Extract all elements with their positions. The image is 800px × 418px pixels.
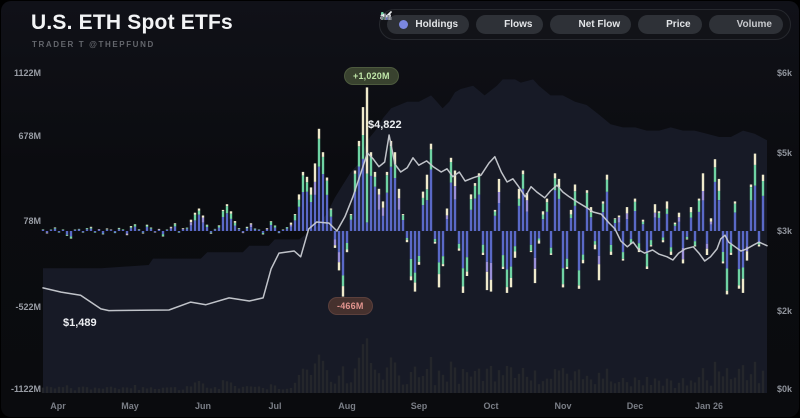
toggle-volume-label: Volume xyxy=(736,19,772,30)
max-flow-badge: +1,020M xyxy=(344,67,399,85)
holdings-dot-icon xyxy=(398,19,409,30)
toggle-netflow[interactable]: Net Flow xyxy=(380,14,632,34)
max-price-label: $4,822 xyxy=(368,119,402,131)
x-axis-label: Nov xyxy=(554,401,572,411)
volume-bars-icon xyxy=(381,13,731,30)
x-axis-label: Jun xyxy=(194,401,212,411)
series-toggle-group: Holdings Flows Net Flow Price Volume xyxy=(379,9,791,40)
y-axis-label-right: $2k xyxy=(777,306,793,316)
flows-bars-icon xyxy=(381,12,498,30)
y-axis-label-left: -1122M xyxy=(10,384,41,394)
x-axis-label: Aug xyxy=(338,401,356,411)
toggle-price[interactable]: Price xyxy=(380,11,702,34)
y-axis-label-left: -522M xyxy=(15,302,41,312)
toggle-netflow-label: Net Flow xyxy=(578,19,621,30)
y-axis-label-left: 78M xyxy=(23,216,41,226)
min-price-label: $1,489 xyxy=(63,317,97,329)
toggle-flows-label: Flows xyxy=(504,19,533,30)
toggle-price-label: Price xyxy=(666,19,691,30)
toggle-holdings-label: Holdings xyxy=(415,19,459,30)
min-flow-badge: -466M xyxy=(328,297,373,315)
x-axis-label: Dec xyxy=(626,401,644,411)
y-axis-label-right: $5k xyxy=(777,148,793,158)
toggle-flows[interactable]: Flows xyxy=(381,12,544,34)
toggle-volume[interactable]: Volume xyxy=(381,13,783,34)
y-axis-label-right: $6k xyxy=(777,68,793,78)
y-axis-label-left: 1122M xyxy=(13,68,41,78)
netflow-dash-icon xyxy=(380,14,572,30)
toggle-holdings[interactable]: Holdings xyxy=(387,15,470,34)
x-axis-label: Jul xyxy=(268,401,282,411)
page-subtitle: TRADER T @THEPFUND xyxy=(32,40,155,49)
price-line-icon xyxy=(380,11,660,30)
x-axis-label: Jan 26 xyxy=(694,401,724,411)
x-axis-label: Sep xyxy=(410,401,428,411)
y-axis-label-right: $3k xyxy=(777,226,793,236)
x-axis-label: May xyxy=(121,401,139,411)
y-axis-label-left: 678M xyxy=(18,131,41,141)
x-axis-label: Oct xyxy=(483,401,499,411)
y-axis-label-right: $0k xyxy=(777,384,793,394)
x-axis-label: Apr xyxy=(50,401,66,411)
page-title: U.S. ETH Spot ETFs xyxy=(31,11,233,34)
